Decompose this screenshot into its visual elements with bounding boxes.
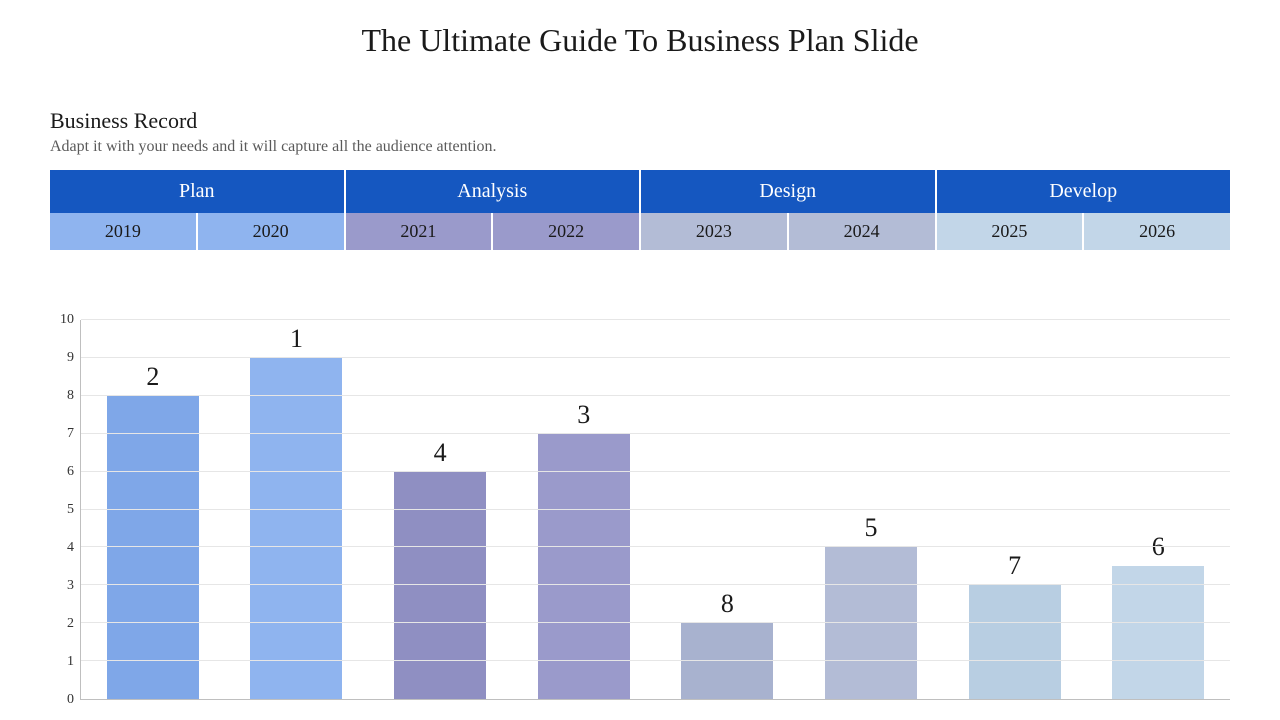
- year-row: 20192020202120222023202420252026: [50, 213, 1230, 250]
- plot-area: 21438576: [80, 320, 1230, 700]
- y-tick: 7: [67, 426, 74, 442]
- bar-label: 5: [864, 513, 877, 543]
- subtitle-description: Adapt it with your needs and it will cap…: [50, 138, 1230, 156]
- bar-slot: 2: [81, 320, 225, 699]
- gridline: [81, 660, 1230, 661]
- bar-slot: 5: [799, 320, 943, 699]
- year-cell: 2025: [937, 213, 1085, 250]
- year-cell: 2022: [493, 213, 641, 250]
- y-tick: 8: [67, 388, 74, 404]
- bar-label: 7: [1008, 551, 1021, 581]
- bar-slot: 6: [1086, 320, 1230, 699]
- y-tick: 0: [67, 692, 74, 708]
- gridline: [81, 546, 1230, 547]
- phase-cell: Develop: [937, 170, 1231, 213]
- phase-cell: Plan: [50, 170, 346, 213]
- phase-header-row: PlanAnalysisDesignDevelop: [50, 170, 1230, 213]
- year-cell: 2021: [346, 213, 494, 250]
- bar-label: 2: [146, 362, 159, 392]
- y-tick: 4: [67, 540, 74, 556]
- year-cell: 2023: [641, 213, 789, 250]
- year-cell: 2024: [789, 213, 937, 250]
- gridline: [81, 357, 1230, 358]
- phase-table: PlanAnalysisDesignDevelop 20192020202120…: [50, 170, 1230, 250]
- gridline: [81, 319, 1230, 320]
- subtitle-block: Business Record Adapt it with your needs…: [50, 108, 1230, 156]
- bar: 5: [825, 547, 917, 699]
- y-tick: 3: [67, 578, 74, 594]
- bar-slot: 8: [656, 320, 800, 699]
- bar-label: 4: [434, 438, 447, 468]
- phase-cell: Design: [641, 170, 937, 213]
- gridline: [81, 584, 1230, 585]
- bar-slot: 4: [368, 320, 512, 699]
- y-tick: 10: [60, 312, 74, 328]
- y-tick: 6: [67, 464, 74, 480]
- y-tick: 2: [67, 616, 74, 632]
- phase-cell: Analysis: [346, 170, 642, 213]
- bar: 2: [107, 396, 199, 699]
- gridline: [81, 433, 1230, 434]
- bar: 7: [969, 585, 1061, 699]
- y-tick: 5: [67, 502, 74, 518]
- bar-slot: 7: [943, 320, 1087, 699]
- gridline: [81, 395, 1230, 396]
- bar-slot: 3: [512, 320, 656, 699]
- y-tick: 1: [67, 654, 74, 670]
- gridline: [81, 471, 1230, 472]
- bars-container: 21438576: [81, 320, 1230, 699]
- bar-label: 8: [721, 589, 734, 619]
- gridline: [81, 622, 1230, 623]
- y-tick: 9: [67, 350, 74, 366]
- year-cell: 2019: [50, 213, 198, 250]
- year-cell: 2020: [198, 213, 346, 250]
- subtitle: Business Record: [50, 108, 1230, 134]
- gridline: [81, 509, 1230, 510]
- year-cell: 2026: [1084, 213, 1230, 250]
- bar-slot: 1: [225, 320, 369, 699]
- y-axis: 012345678910: [50, 320, 80, 700]
- slide-title: The Ultimate Guide To Business Plan Slid…: [0, 0, 1280, 59]
- bar: 6: [1112, 566, 1204, 699]
- bar-label: 1: [290, 324, 303, 354]
- bar-chart: 012345678910 21438576: [50, 320, 1230, 700]
- bar: 1: [250, 358, 342, 699]
- bar-label: 3: [577, 400, 590, 430]
